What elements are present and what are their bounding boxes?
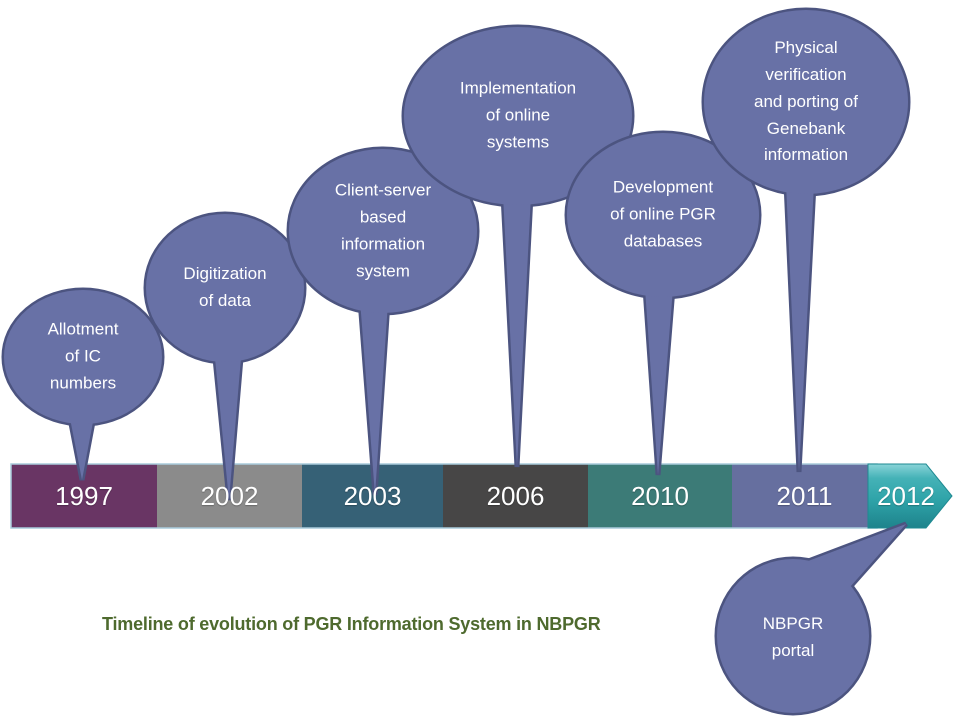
year-label-2011: 2011 [776, 480, 833, 511]
segment-2012-arrow [867, 463, 953, 529]
callout-client-server-system [286, 146, 480, 496]
callout-allotment-ic-numbers [1, 287, 165, 481]
callout-physical-verification-genebank [701, 7, 911, 473]
year-label-1997: 1997 [55, 480, 113, 511]
segment-2006 [443, 464, 588, 528]
year-label-2002: 2002 [200, 480, 259, 511]
callout-development-pgr-databases [564, 130, 762, 476]
year-label-2010: 2010 [631, 480, 689, 511]
callout-implementation-online-systems [401, 24, 635, 468]
callout-digitization-of-data [143, 211, 307, 501]
year-label-2006: 2006 [486, 480, 545, 511]
timeline-caption: Timeline of evolution of PGR Information… [102, 613, 601, 634]
segment-2011 [732, 464, 877, 528]
timeline-bar [10, 463, 953, 529]
year-label-2012: 2012 [877, 480, 935, 511]
callout-nbpgr-portal [714, 521, 908, 716]
year-label-2003: 2003 [343, 480, 402, 511]
